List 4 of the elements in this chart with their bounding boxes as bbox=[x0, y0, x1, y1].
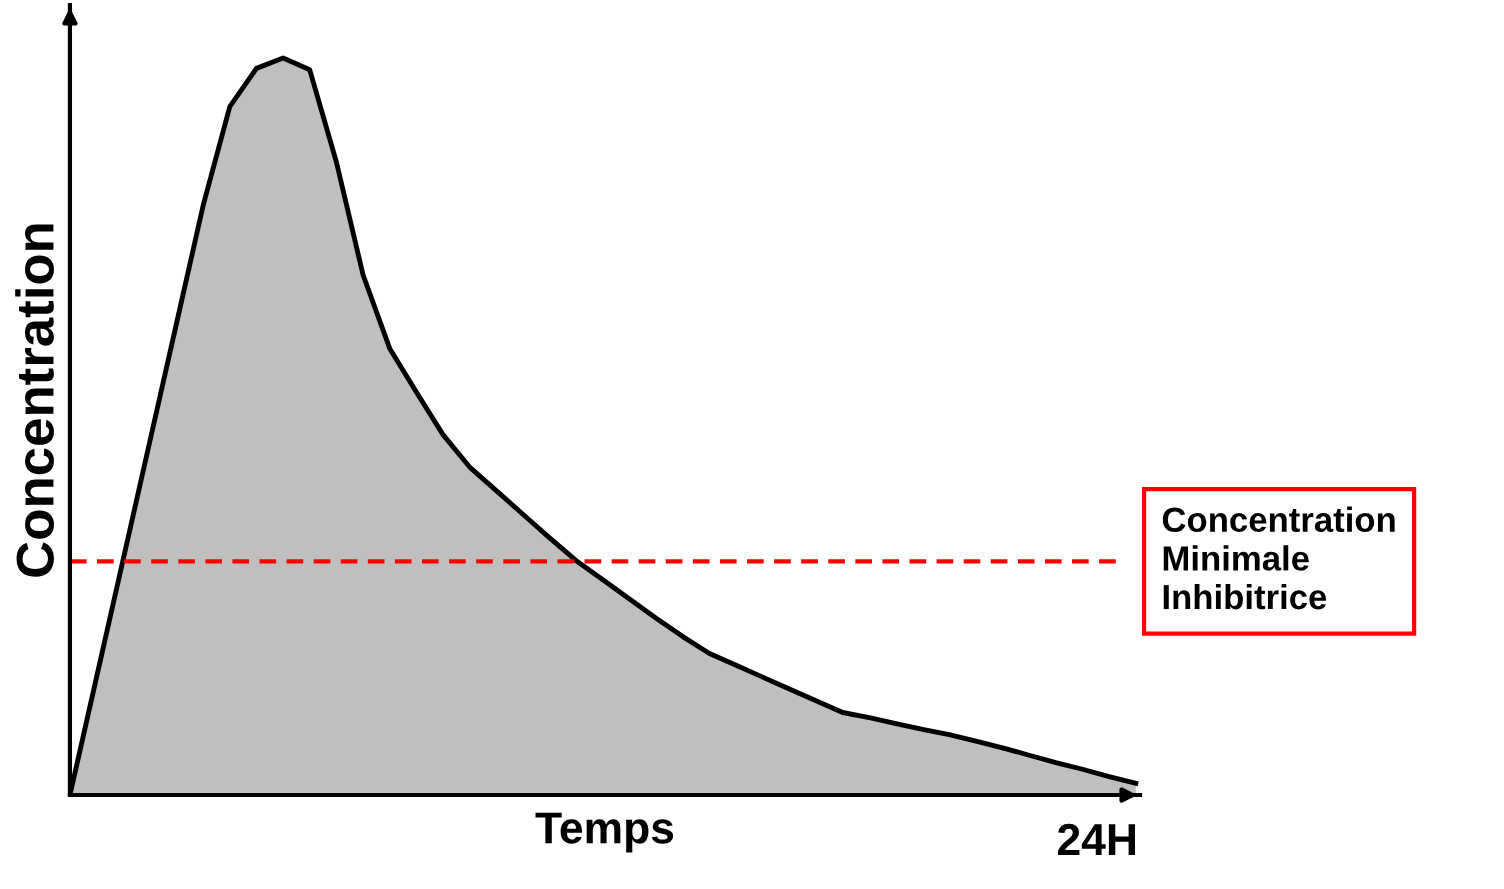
y-axis-title: Concentration bbox=[15, 224, 54, 577]
text: 24H bbox=[1058, 823, 1135, 855]
x-axis-title: Temps bbox=[535, 812, 674, 853]
ref-line-label: Concentration Minimale Inhibitrice bbox=[1162, 506, 1395, 610]
